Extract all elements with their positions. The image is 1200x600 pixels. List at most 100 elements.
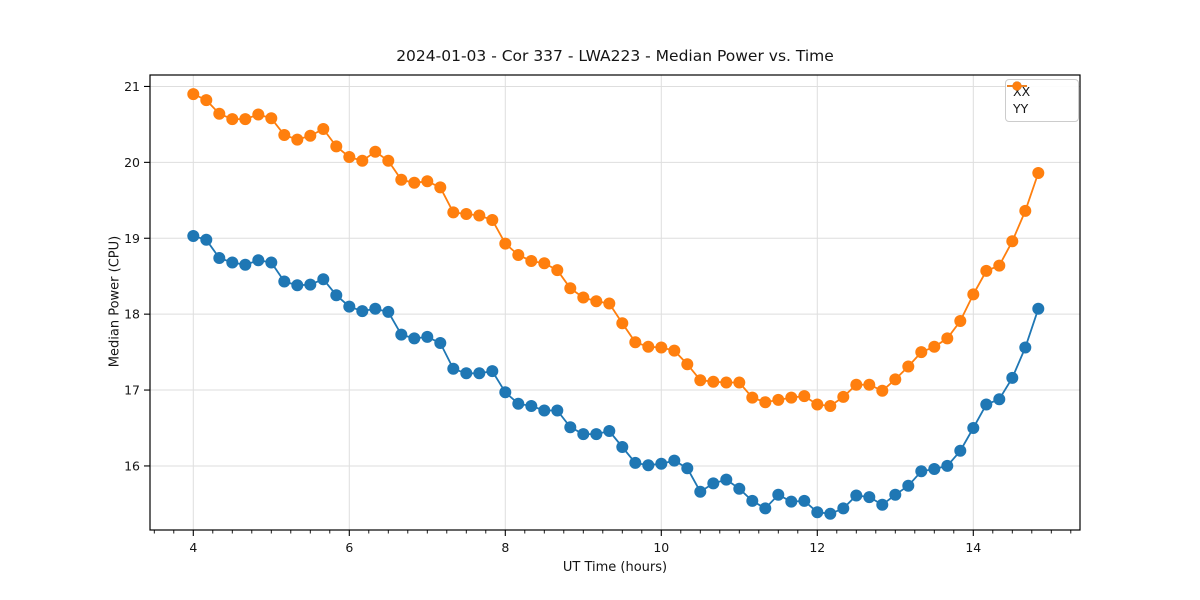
data-point-yy bbox=[798, 390, 811, 403]
data-point-yy bbox=[681, 358, 694, 371]
data-point-yy bbox=[291, 133, 304, 146]
data-point-xx bbox=[187, 230, 200, 242]
data-point-yy bbox=[486, 214, 499, 226]
data-point-yy bbox=[551, 264, 564, 277]
data-point-xx bbox=[967, 422, 980, 434]
data-point-yy bbox=[499, 237, 512, 250]
data-point-yy bbox=[902, 360, 915, 373]
data-point-yy bbox=[655, 341, 668, 354]
data-point-xx bbox=[525, 400, 538, 412]
y-tick-label: 20 bbox=[124, 155, 140, 170]
data-point-xx bbox=[720, 473, 733, 486]
data-point-yy bbox=[239, 113, 252, 126]
data-point-xx bbox=[1006, 371, 1019, 384]
x-tick-label: 12 bbox=[809, 540, 825, 555]
data-point-xx bbox=[876, 498, 889, 511]
data-point-yy bbox=[356, 154, 369, 167]
data-point-yy bbox=[395, 173, 408, 186]
data-point-xx bbox=[681, 462, 694, 475]
data-point-xx bbox=[369, 302, 382, 315]
data-point-xx bbox=[434, 337, 447, 349]
data-point-xx bbox=[941, 459, 954, 472]
data-point-xx bbox=[616, 441, 629, 453]
data-point-yy bbox=[317, 123, 330, 135]
data-point-xx bbox=[408, 332, 421, 345]
data-point-yy bbox=[525, 255, 538, 267]
data-point-yy bbox=[694, 374, 707, 387]
legend: XX YY bbox=[1005, 79, 1079, 122]
data-point-xx bbox=[889, 488, 902, 501]
data-point-yy bbox=[603, 297, 616, 310]
data-point-xx bbox=[330, 289, 343, 302]
data-point-xx bbox=[603, 425, 616, 437]
data-point-yy bbox=[434, 181, 447, 194]
data-point-yy bbox=[382, 154, 395, 167]
data-point-yy bbox=[928, 340, 941, 353]
y-tick-label: 19 bbox=[124, 231, 140, 246]
data-point-xx bbox=[629, 456, 642, 469]
data-point-xx bbox=[226, 256, 239, 269]
data-point-xx bbox=[200, 233, 213, 246]
data-point-yy bbox=[304, 129, 317, 142]
legend-line-yy-icon bbox=[1007, 81, 1027, 91]
y-tick-label: 16 bbox=[124, 458, 140, 473]
data-point-xx bbox=[239, 258, 252, 271]
data-point-yy bbox=[421, 175, 434, 188]
data-point-yy bbox=[278, 129, 291, 141]
data-point-xx bbox=[564, 421, 577, 434]
data-point-yy bbox=[889, 373, 902, 386]
data-point-xx bbox=[668, 454, 681, 467]
data-point-xx bbox=[798, 494, 811, 507]
data-point-yy bbox=[837, 390, 850, 403]
data-point-yy bbox=[1006, 235, 1019, 248]
data-point-yy bbox=[590, 295, 603, 308]
data-point-yy bbox=[720, 376, 733, 389]
x-tick-label: 14 bbox=[965, 540, 981, 555]
data-point-xx bbox=[213, 252, 226, 264]
data-point-xx bbox=[928, 463, 941, 475]
data-point-xx bbox=[447, 362, 460, 375]
data-point-yy bbox=[447, 206, 460, 219]
data-point-yy bbox=[564, 282, 577, 295]
series-line-yy bbox=[192, 93, 1040, 407]
data-point-xx bbox=[1019, 341, 1032, 354]
x-axis-label: UT Time (hours) bbox=[562, 560, 668, 575]
data-point-yy bbox=[915, 346, 928, 359]
data-point-xx bbox=[304, 278, 317, 291]
data-point-yy bbox=[226, 113, 239, 126]
y-tick-label: 18 bbox=[124, 307, 140, 322]
data-point-xx bbox=[395, 328, 408, 341]
data-point-yy bbox=[629, 336, 642, 349]
data-point-yy bbox=[343, 151, 356, 163]
data-point-xx bbox=[850, 489, 863, 502]
x-tick-label: 4 bbox=[189, 540, 197, 555]
data-point-yy bbox=[954, 315, 967, 327]
data-point-xx bbox=[538, 404, 551, 417]
data-point-xx bbox=[863, 491, 876, 504]
axes-spines bbox=[149, 74, 1081, 531]
data-point-xx bbox=[486, 365, 499, 378]
data-point-xx bbox=[707, 477, 720, 490]
data-point-yy bbox=[850, 378, 863, 391]
data-point-xx bbox=[759, 502, 772, 515]
data-point-xx bbox=[590, 428, 603, 441]
data-point-xx bbox=[317, 273, 330, 286]
legend-label-yy: YY bbox=[1013, 101, 1029, 116]
data-point-xx bbox=[343, 300, 356, 313]
data-point-xx bbox=[980, 398, 993, 411]
chart-title: 2024-01-03 - Cor 337 - LWA223 - Median P… bbox=[396, 47, 834, 65]
data-point-xx bbox=[265, 256, 278, 269]
data-point-yy bbox=[967, 288, 980, 301]
data-point-yy bbox=[330, 140, 343, 153]
data-point-xx bbox=[551, 404, 564, 417]
data-point-xx bbox=[1032, 302, 1045, 315]
data-point-yy bbox=[642, 340, 655, 353]
data-point-yy bbox=[993, 259, 1006, 272]
data-point-yy bbox=[512, 249, 525, 261]
x-tick-label: 6 bbox=[345, 540, 353, 555]
data-point-yy bbox=[1019, 204, 1032, 217]
data-point-yy bbox=[408, 176, 421, 189]
y-axis-label: Median Power (CPU) bbox=[107, 235, 123, 368]
x-tick-label: 8 bbox=[501, 540, 509, 555]
